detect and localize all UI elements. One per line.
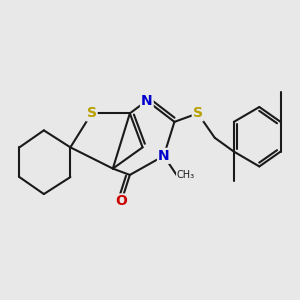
Text: O: O [116, 194, 127, 208]
Text: CH₃: CH₃ [176, 170, 195, 180]
Text: S: S [193, 106, 203, 120]
Text: S: S [87, 106, 97, 120]
Text: N: N [158, 149, 169, 163]
Text: N: N [141, 94, 153, 108]
